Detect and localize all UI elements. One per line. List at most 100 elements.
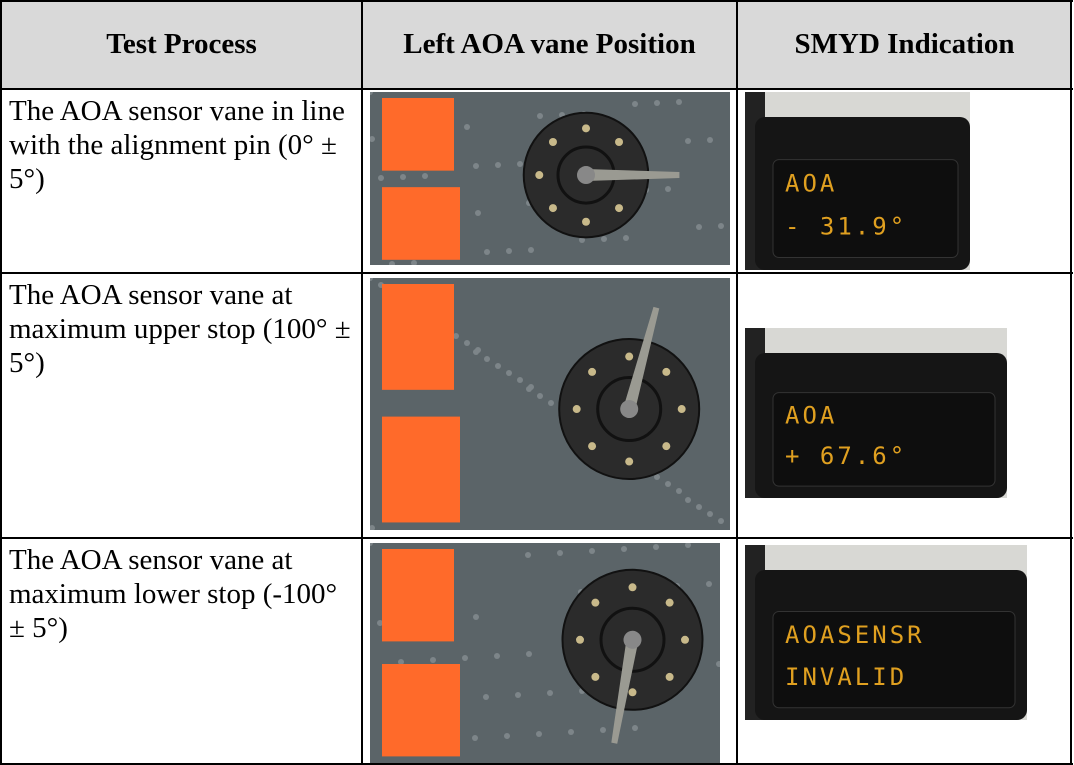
sticky-note <box>382 187 460 260</box>
vane-photo <box>370 543 720 763</box>
header-cell: Test Process <box>1 1 362 88</box>
rivet <box>377 620 383 626</box>
border <box>0 537 1073 539</box>
test-process: The AOA sensor vane at maximum upper sto… <box>9 279 351 379</box>
screw <box>591 598 600 607</box>
rivet <box>495 162 501 168</box>
rivet <box>370 92 373 95</box>
rivet <box>621 546 627 552</box>
rivet <box>548 400 554 406</box>
border <box>0 272 1073 274</box>
rivet <box>718 518 724 524</box>
rivet <box>472 735 478 741</box>
display-line: - 31.9° <box>785 212 907 240</box>
screw <box>548 204 557 213</box>
border <box>736 0 738 765</box>
rivet <box>389 261 395 265</box>
rivet <box>676 99 682 105</box>
rivet <box>654 100 660 106</box>
screw <box>615 204 624 213</box>
rivet <box>495 363 501 369</box>
rivet <box>453 333 459 339</box>
border <box>0 0 1073 2</box>
rivet <box>632 101 638 107</box>
rivet <box>665 481 671 487</box>
vane-hub <box>623 630 642 649</box>
test-process: The AOA sensor vane in line with the ali… <box>9 95 345 195</box>
rivet <box>515 692 521 698</box>
rivet <box>398 659 404 665</box>
sticky-note <box>382 549 454 642</box>
rivet <box>484 356 490 362</box>
screw <box>548 138 557 147</box>
display-window <box>772 159 959 259</box>
screw <box>615 138 624 147</box>
rivet <box>473 163 479 169</box>
screw <box>582 217 590 226</box>
rivet <box>665 186 671 192</box>
vane-hub <box>577 166 595 185</box>
display-line: AOA <box>785 401 837 429</box>
rivet <box>525 552 531 558</box>
header-cell: SMYD Indication <box>737 1 1072 88</box>
vane <box>620 306 660 419</box>
rivet <box>623 235 629 241</box>
rivet <box>378 175 384 181</box>
display-window <box>772 611 1016 709</box>
sticky-note <box>382 664 460 757</box>
header-cell: Left AOA vane Position <box>362 1 737 88</box>
rivet <box>632 725 638 731</box>
rivet <box>528 247 534 253</box>
rivet <box>601 236 607 242</box>
screw <box>582 124 590 133</box>
vane-photo <box>370 278 730 530</box>
screw <box>588 367 597 376</box>
rivet <box>547 690 553 696</box>
rivet <box>517 377 523 383</box>
rivet <box>707 511 713 517</box>
rivet <box>484 249 490 255</box>
sensor-ring <box>596 376 663 443</box>
rivet <box>517 161 523 167</box>
screw <box>535 171 544 180</box>
vane <box>577 166 680 185</box>
rivet <box>696 504 702 510</box>
rivet <box>579 237 585 243</box>
rivet <box>462 655 468 661</box>
smyd-photo: AOA + 67.6° <box>745 328 1007 498</box>
screw <box>588 442 597 451</box>
screw <box>665 672 674 681</box>
rivet <box>685 497 691 503</box>
vane <box>611 630 642 744</box>
rivet <box>475 347 481 353</box>
vane-blade <box>623 306 660 411</box>
rivet <box>411 260 417 265</box>
rivet <box>557 550 563 556</box>
vane-blade <box>611 638 639 744</box>
vane-blade <box>586 169 680 182</box>
rivet <box>718 223 724 229</box>
border <box>361 0 363 765</box>
display-line: INVALID <box>785 663 907 691</box>
sticky-note <box>382 416 460 523</box>
border <box>0 88 1073 90</box>
rivet <box>676 488 682 494</box>
rivet <box>568 729 574 735</box>
sticky-note <box>382 98 454 171</box>
screw <box>625 457 634 466</box>
screw <box>665 598 674 607</box>
border <box>0 0 2 765</box>
screw <box>677 405 686 414</box>
rivet <box>537 393 543 399</box>
screw <box>625 352 634 361</box>
rivet <box>506 248 512 254</box>
rivet <box>653 544 659 550</box>
rivet <box>706 581 712 587</box>
vane-hub <box>620 400 639 419</box>
display-line: + 67.6° <box>785 442 907 470</box>
rivet <box>537 113 543 119</box>
rivet <box>716 661 720 667</box>
rivet <box>370 278 373 281</box>
sensor-ring <box>599 606 666 673</box>
